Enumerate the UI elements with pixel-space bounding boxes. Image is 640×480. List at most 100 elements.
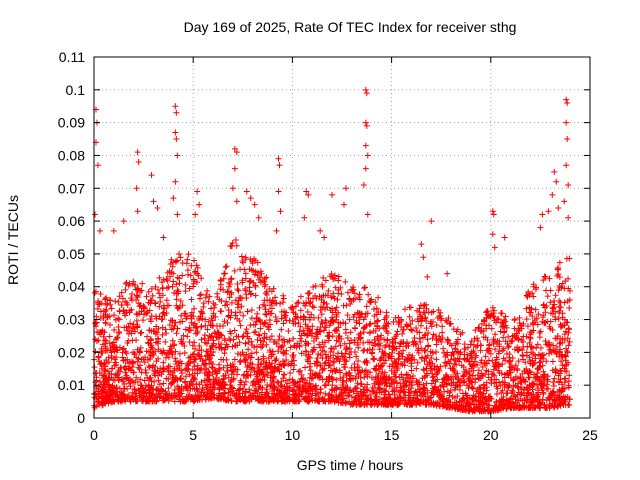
data-point: [162, 354, 169, 361]
data-point: [421, 347, 428, 354]
data-point: [452, 340, 459, 347]
data-point: [562, 398, 569, 405]
data-point: [556, 307, 563, 314]
data-point: [554, 403, 561, 410]
data-point: [359, 311, 366, 318]
data-point: [277, 208, 284, 215]
data-point: [403, 321, 410, 328]
data-point: [369, 346, 376, 353]
data-point: [220, 275, 227, 282]
data-point: [495, 360, 502, 367]
data-point: [323, 300, 330, 307]
data-point: [438, 339, 445, 346]
data-point: [139, 280, 146, 287]
data-point: [122, 286, 129, 293]
data-point: [463, 369, 470, 376]
data-point: [489, 312, 496, 319]
data-point: [280, 375, 287, 382]
data-point: [511, 376, 518, 383]
data-point: [190, 283, 197, 290]
data-point: [127, 367, 134, 374]
data-point: [164, 365, 171, 372]
data-point: [107, 384, 114, 391]
data-point: [254, 336, 261, 343]
data-point: [147, 356, 154, 363]
data-point: [322, 339, 329, 346]
data-point: [476, 384, 483, 391]
data-point: [416, 399, 423, 406]
data-point: [285, 327, 292, 334]
data-point: [251, 387, 258, 394]
data-point: [362, 86, 369, 93]
data-point: [262, 363, 269, 370]
data-point: [506, 370, 513, 377]
data-point: [201, 377, 208, 384]
data-point: [550, 382, 557, 389]
data-point: [537, 224, 544, 231]
data-point: [392, 359, 399, 366]
data-point: [338, 389, 345, 396]
data-point: [371, 336, 378, 343]
data-point: [490, 211, 497, 218]
data-point: [187, 272, 194, 279]
data-point: [464, 382, 471, 389]
data-point: [514, 383, 521, 390]
data-point: [243, 291, 250, 298]
data-point: [317, 344, 324, 351]
data-point: [372, 373, 379, 380]
y-tick-label: 0.07: [58, 180, 85, 196]
data-point: [310, 283, 317, 290]
data-point: [206, 293, 213, 300]
data-point: [177, 254, 184, 261]
data-point: [199, 315, 206, 322]
data-point: [507, 369, 514, 376]
data-point: [546, 405, 553, 412]
data-point: [418, 241, 425, 248]
data-point: [399, 353, 406, 360]
data-point: [364, 211, 371, 218]
data-point: [461, 378, 468, 385]
data-point: [561, 331, 568, 338]
data-point: [168, 380, 175, 387]
data-point: [240, 312, 247, 319]
data-point: [427, 320, 434, 327]
data-point: [420, 384, 427, 391]
data-point: [396, 319, 403, 326]
data-point: [344, 311, 351, 318]
data-point: [492, 403, 499, 410]
data-point: [136, 392, 143, 399]
data-point: [342, 330, 349, 337]
data-point: [278, 326, 285, 333]
data-point: [127, 376, 134, 383]
data-point: [322, 359, 329, 366]
data-point: [540, 368, 547, 375]
data-point: [342, 400, 349, 407]
data-point: [361, 383, 368, 390]
data-point: [127, 396, 134, 403]
data-point: [333, 366, 340, 373]
data-point: [157, 348, 164, 355]
data-point: [249, 258, 256, 265]
data-point: [346, 354, 353, 361]
data-point: [312, 283, 319, 290]
data-point: [472, 376, 479, 383]
data-point: [285, 361, 292, 368]
data-point: [400, 347, 407, 354]
data-point: [112, 316, 119, 323]
data-point: [171, 323, 178, 330]
data-point: [223, 356, 230, 363]
data-point: [231, 165, 238, 172]
data-point: [105, 359, 112, 366]
data-point: [499, 378, 506, 385]
data-point: [181, 342, 188, 349]
data-point: [537, 328, 544, 335]
data-point: [354, 339, 361, 346]
data-point: [129, 393, 136, 400]
data-point: [296, 398, 303, 405]
data-point: [221, 350, 228, 357]
data-point: [514, 375, 521, 382]
data-point: [549, 358, 556, 365]
data-point: [113, 385, 120, 392]
data-point: [308, 311, 315, 318]
data-point: [247, 354, 254, 361]
